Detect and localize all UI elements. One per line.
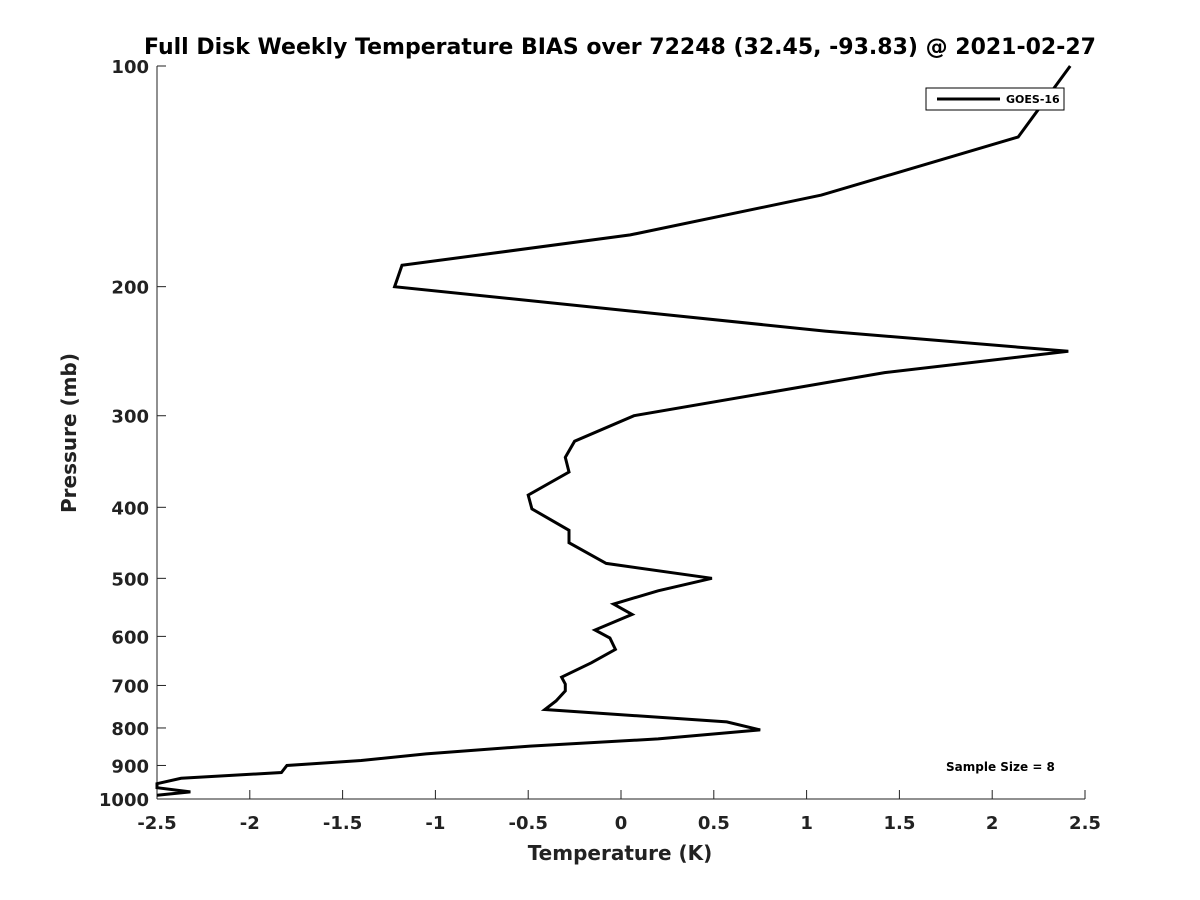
x-tick-label: -1.5 xyxy=(323,813,362,834)
chart-title: Full Disk Weekly Temperature BIAS over 7… xyxy=(144,35,1096,60)
y-tick-label: 700 xyxy=(111,676,149,697)
x-tick-label: -2 xyxy=(240,813,260,834)
y-tick-label: 600 xyxy=(111,627,149,648)
x-tick-label: 1.5 xyxy=(883,813,915,834)
y-tick-label: 200 xyxy=(111,278,149,299)
x-tick-label: -2.5 xyxy=(137,813,176,834)
series-line-goes-16 xyxy=(155,65,1072,797)
x-tick-label: 0 xyxy=(615,813,628,834)
x-tick-label: 2 xyxy=(986,813,999,834)
series-layer xyxy=(155,65,1072,797)
y-axis: 100 200 300 400 500 600 700 800 900 1000 xyxy=(99,57,166,811)
x-axis-label: Temperature (K) xyxy=(528,841,713,865)
legend: GOES-16 xyxy=(925,87,1065,111)
x-tick-label: -0.5 xyxy=(509,813,548,834)
y-tick-label: 300 xyxy=(111,407,149,428)
y-tick-label: 400 xyxy=(111,498,149,519)
sample-size-annotation: Sample Size = 8 xyxy=(946,760,1055,774)
legend-entry-goes-16: GOES-16 xyxy=(1006,93,1060,106)
y-tick-label: 100 xyxy=(111,57,149,78)
x-axis: -2.5 -2 -1.5 -1 -0.5 0 0.5 1 1.5 2 2.5 xyxy=(137,790,1101,834)
x-tick-label: 0.5 xyxy=(698,813,730,834)
x-tick-label: 2.5 xyxy=(1069,813,1101,834)
x-tick-label: -1 xyxy=(425,813,445,834)
y-tick-label: 500 xyxy=(111,569,149,590)
x-tick-label: 1 xyxy=(800,813,813,834)
y-tick-label: 900 xyxy=(111,756,149,777)
y-axis-label: Pressure (mb) xyxy=(57,353,81,513)
y-tick-label: 800 xyxy=(111,719,149,740)
plot-frame xyxy=(156,66,1085,800)
y-tick-label: 1000 xyxy=(99,790,149,811)
